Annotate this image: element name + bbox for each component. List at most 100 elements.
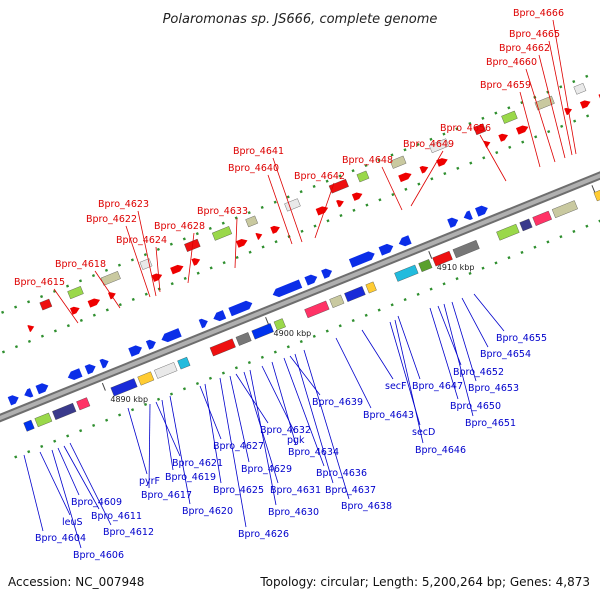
leader-line-bottom (204, 383, 222, 484)
track-dot (118, 303, 122, 307)
track-dot (339, 213, 343, 218)
gene-label-bottom: Bpro_4621 (172, 458, 223, 469)
track-dot (195, 381, 200, 386)
leader-line-bottom (289, 355, 321, 396)
track-dot (495, 151, 499, 155)
tick-label: 4890 kbp (110, 395, 148, 404)
track-dot (378, 198, 382, 202)
reverse-gene-arrow (235, 238, 248, 248)
gene-label-bottom: Bpro_4632 (260, 425, 311, 436)
gene-label-bottom: secF (385, 381, 406, 392)
gene-block (251, 323, 274, 340)
leader-line-bottom (243, 371, 279, 484)
gene-block (428, 138, 450, 154)
forward-gene-arrow (128, 345, 142, 357)
track-dot (14, 455, 18, 459)
leader-line-bottom (127, 407, 148, 475)
reverse-gene-arrow (27, 325, 35, 333)
track-dot (299, 190, 303, 194)
reverse-gene-arrow (564, 107, 572, 116)
track-dot (508, 145, 512, 149)
track-dot (313, 224, 317, 228)
track-dot (377, 158, 381, 162)
scale-tick (591, 185, 596, 193)
leader-line-bottom (23, 454, 44, 532)
gene-label-bottom: Bpro_4620 (182, 506, 233, 517)
forward-gene-arrow (398, 235, 412, 247)
track-dot (520, 250, 524, 254)
gene-label-top: Bpro_4623 (98, 199, 149, 210)
track-dot (182, 387, 187, 391)
gene-block (209, 338, 236, 357)
track-dot (468, 271, 472, 275)
track-dot (66, 324, 70, 328)
leader-line-top (548, 40, 573, 156)
gene-label-bottom: Bpro_4604 (35, 533, 86, 544)
track-dot (169, 242, 173, 246)
forward-gene-arrow (7, 395, 19, 406)
leader-line-bottom (57, 447, 80, 496)
track-dot (455, 277, 459, 281)
leader-line-bottom (461, 297, 489, 348)
track-dot (494, 261, 498, 265)
track-dot (1, 310, 5, 314)
track-dot (209, 266, 213, 270)
forward-gene-arrow (228, 300, 253, 317)
track-dot (169, 392, 174, 396)
leader-line-bottom (39, 451, 71, 516)
gene-block (284, 198, 301, 212)
track-dot (534, 135, 538, 139)
track-dot (182, 237, 186, 241)
tick-label: 4910 kbp (437, 263, 475, 272)
track-dot (130, 408, 135, 412)
forward-gene-arrow (304, 274, 318, 286)
gene-label-bottom: Bpro_4654 (480, 349, 531, 360)
track-dot (79, 318, 83, 322)
gene-block (154, 362, 178, 379)
gene-block (519, 218, 533, 232)
track-dot (585, 224, 589, 228)
track-dot (274, 240, 278, 244)
forward-gene-arrow (145, 339, 156, 350)
reverse-gene-arrow (498, 133, 509, 142)
track-dot (468, 121, 472, 126)
track-dot (40, 334, 44, 338)
label-leader-lines (23, 19, 577, 549)
gene-block (593, 184, 600, 202)
track-dot (78, 279, 83, 283)
gene-block (532, 210, 552, 226)
track-dot (572, 229, 576, 233)
track-dot (286, 195, 290, 199)
leader-line-bottom (397, 315, 421, 380)
track-dot (482, 156, 486, 160)
track-dot (40, 444, 44, 449)
gene-label-bottom: leuS (62, 517, 83, 528)
gene-block (211, 226, 233, 241)
track-dot (27, 300, 31, 304)
forward-gene-arrow (475, 205, 488, 217)
leader-line-bottom (473, 293, 505, 332)
gene-label-bottom: secD (412, 427, 435, 438)
scale-tick (265, 316, 270, 325)
track-dot (105, 308, 109, 312)
gene-label-bottom: Bpro_4617 (141, 490, 192, 501)
leader-line-bottom (199, 385, 222, 440)
track-dot (222, 261, 226, 265)
track-dot (442, 132, 446, 136)
gene-label-bottom: Bpro_4639 (312, 397, 363, 408)
leader-line-bottom (63, 445, 100, 510)
track-dot (53, 329, 57, 333)
gene-label-top: Bpro_4656 (440, 123, 491, 134)
track-dot (208, 376, 213, 380)
leader-line-top (53, 288, 79, 324)
leader-line-bottom (161, 399, 174, 471)
track-dot (234, 366, 238, 370)
gene-block (329, 294, 345, 308)
track-dot (39, 295, 44, 299)
gene-block (496, 223, 520, 241)
leader-line-bottom (69, 442, 112, 526)
gene-block (245, 215, 259, 228)
reverse-gene-arrow (336, 200, 344, 208)
gene-label-bottom: Bpro_4625 (213, 485, 264, 496)
